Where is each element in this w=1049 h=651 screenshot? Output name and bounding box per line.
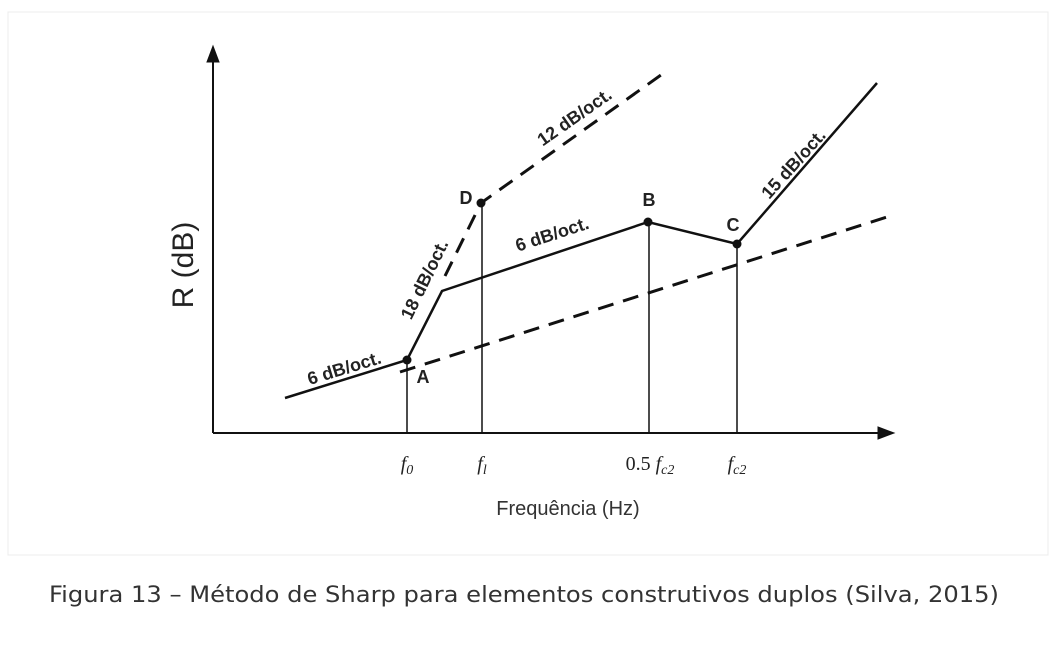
dashed-12db [443, 68, 669, 277]
slope-label: 12 dB/oct. [534, 84, 616, 150]
x-tick-label: f0 [401, 453, 414, 478]
tick-sub: l [483, 463, 487, 478]
point-label: C [727, 215, 740, 235]
x-tick-label: 0.5 fc2 [626, 453, 675, 478]
caption: Figura 13 – Método de Sharp para element… [49, 583, 999, 608]
x-arrow [877, 426, 896, 440]
y-arrow [206, 44, 220, 63]
slope-label: 15 dB/oct. [757, 125, 829, 202]
diagram [206, 44, 896, 440]
tick-base: f [401, 453, 409, 475]
y-axis-label: R (dB) [167, 222, 200, 309]
tick-base: f [477, 453, 485, 475]
tick-base: f [656, 453, 664, 475]
point [732, 239, 742, 249]
slope-label: 6 dB/oct. [513, 213, 591, 256]
tick-prefix: 0.5 [626, 453, 651, 475]
mass-law-dashed [399, 215, 888, 374]
tick-sub: 0 [406, 463, 413, 478]
x-ticks: f0 fl 0.5 fc2 fc2 [401, 453, 747, 478]
point [402, 355, 412, 365]
point-label: A [417, 367, 430, 387]
tick-sub: c2 [733, 463, 746, 478]
slope-label: 18 dB/oct. [397, 236, 453, 322]
tick-base: f [728, 453, 736, 475]
point-label: D [460, 188, 473, 208]
point [476, 198, 486, 208]
points [402, 198, 742, 365]
tick-sub: c2 [661, 463, 674, 478]
x-axis-label: Frequência (Hz) [496, 498, 639, 520]
point-label: B [643, 190, 656, 210]
solid-curve [284, 82, 878, 400]
figure-frame [7, 11, 1049, 556]
x-tick-label: fc2 [728, 453, 747, 478]
slope-label: 6 dB/oct. [305, 348, 384, 389]
point [643, 217, 653, 227]
x-tick-label: fl [477, 453, 487, 478]
